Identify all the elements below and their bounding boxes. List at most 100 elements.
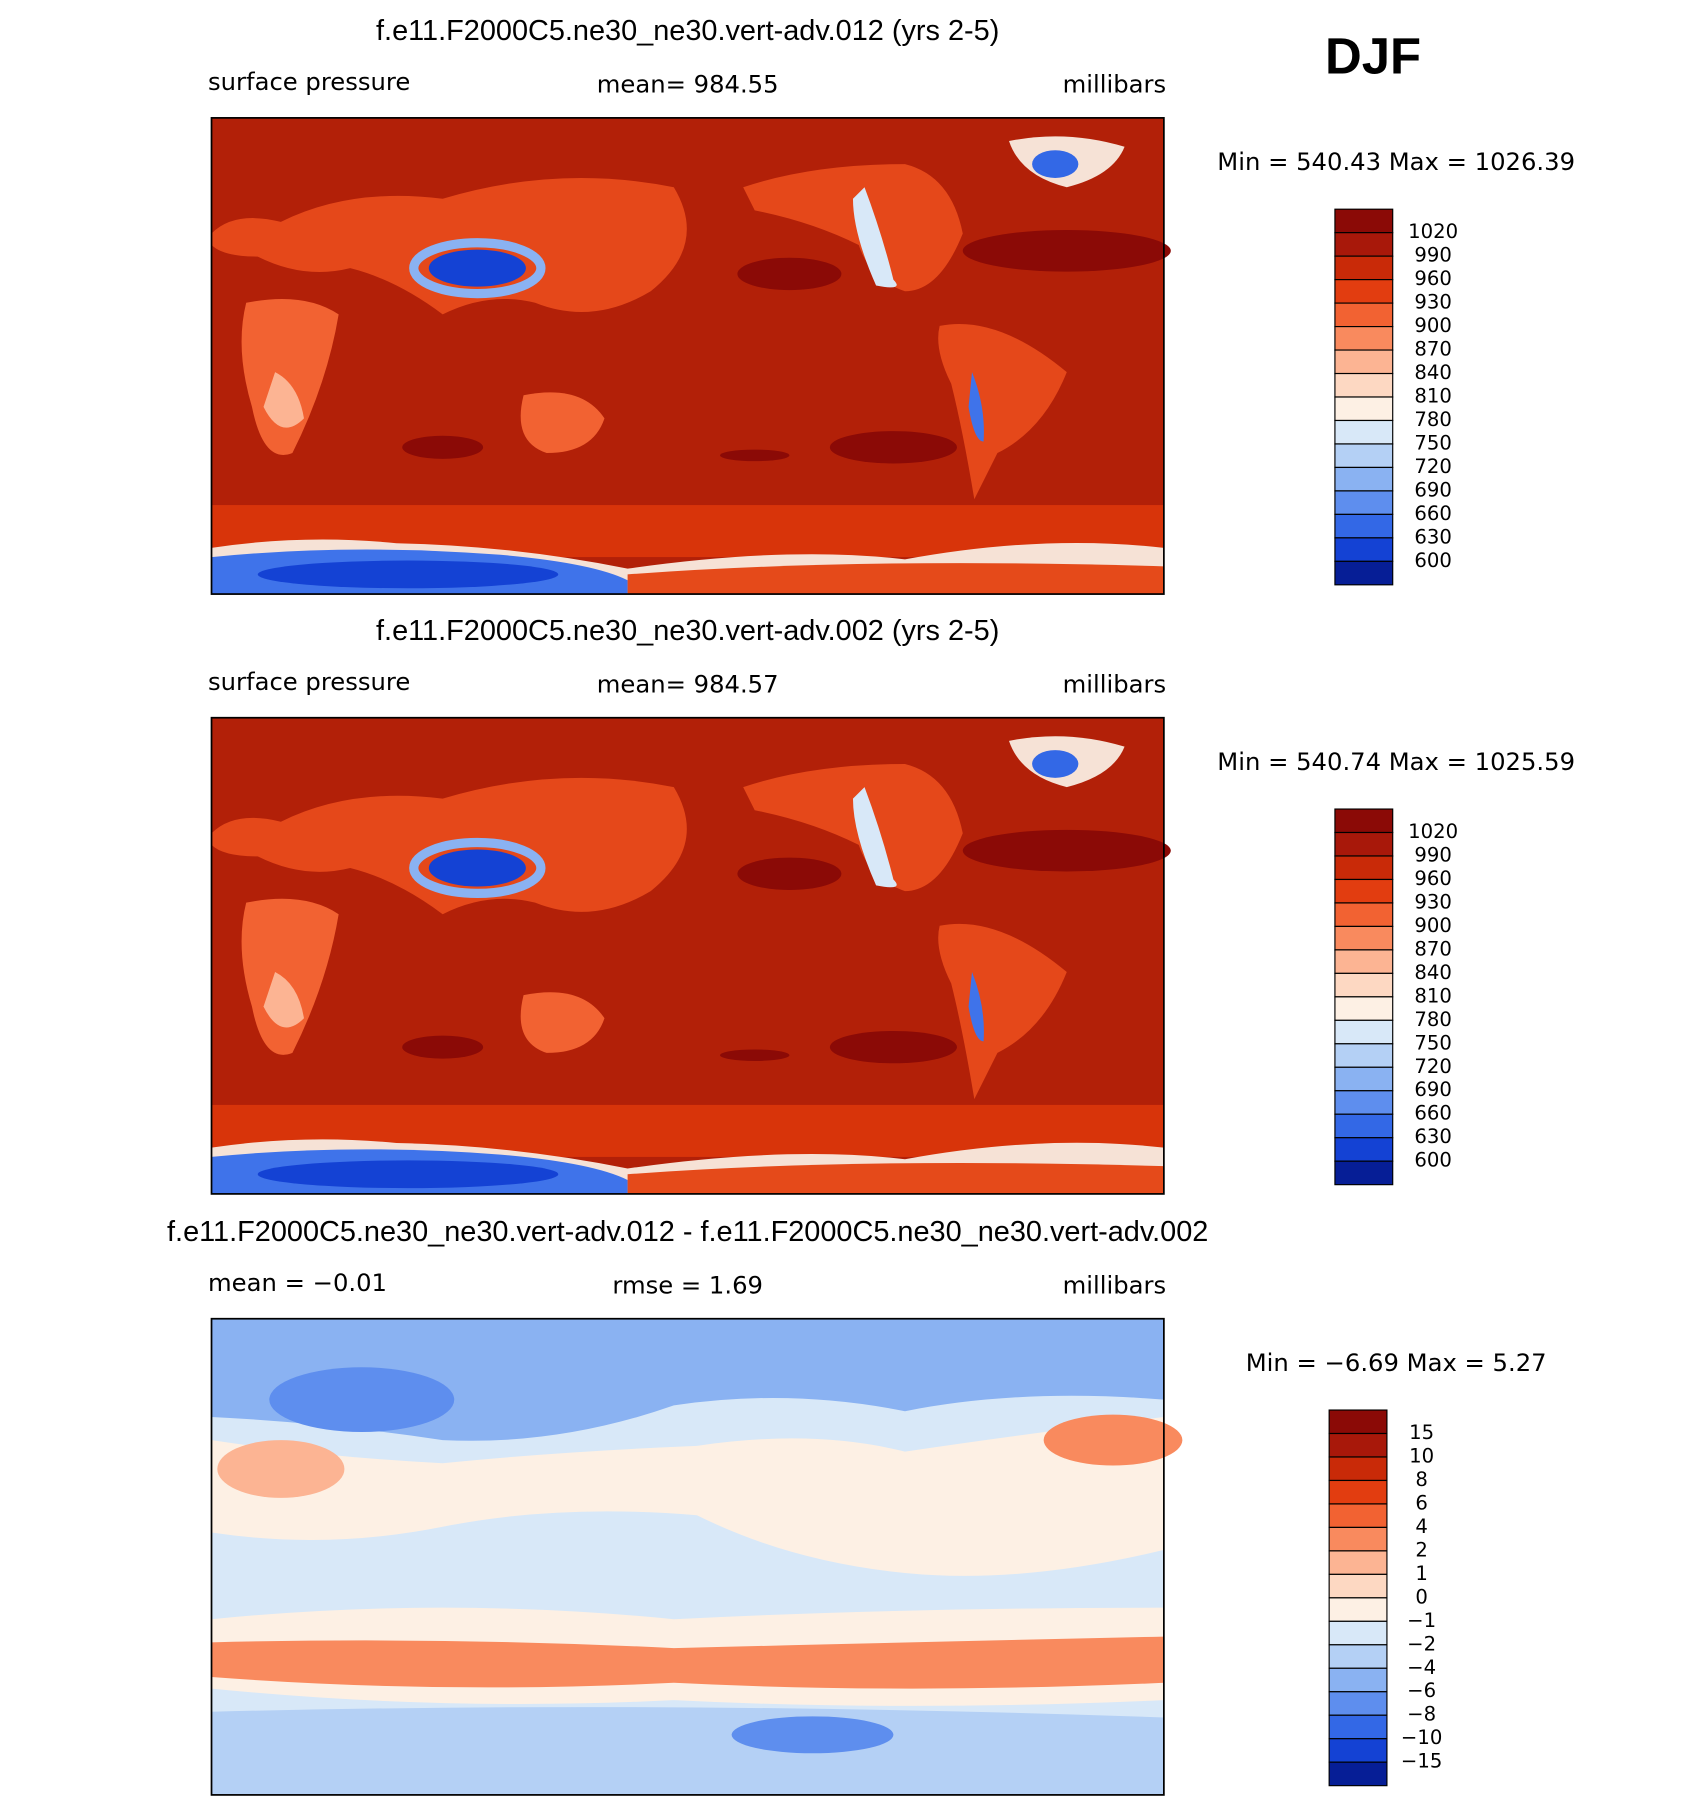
- min-max: Min = 540.74 Max = 1025.59: [1217, 747, 1575, 776]
- colorbar-box: [1334, 1043, 1394, 1068]
- colorbar-label: 600: [1414, 1149, 1451, 1172]
- min-max: Min = 540.43 Max = 1026.39: [1217, 147, 1575, 176]
- colorbar-box: [1328, 1573, 1388, 1599]
- colorbar-box: [1334, 419, 1394, 445]
- colorbar-label: 15: [1409, 1421, 1434, 1444]
- colorbar-box: [1334, 855, 1394, 881]
- colorbar-label: 840: [1414, 961, 1451, 984]
- panel-title: f.e11.F2000C5.ne30_ne30.vert-adv.012 - f…: [167, 1216, 1208, 1248]
- colorbar-label: 630: [1414, 1125, 1451, 1148]
- colorbar-label: 930: [1414, 291, 1451, 314]
- colorbar-label: 870: [1414, 937, 1451, 960]
- colorbar-label: −10: [1401, 1726, 1442, 1749]
- colorbar-box: [1334, 560, 1394, 586]
- center-label: mean= 984.57: [597, 669, 779, 698]
- colorbar-label: 1: [1415, 1562, 1428, 1585]
- colorbar-label: 870: [1414, 338, 1451, 361]
- colorbar-box: [1334, 466, 1394, 492]
- colorbar-label: 780: [1414, 408, 1451, 431]
- colorbar-label: 600: [1414, 549, 1451, 572]
- colorbar-label: 900: [1414, 914, 1451, 937]
- colorbar-box: [1334, 1019, 1394, 1045]
- colorbar-box: [1334, 1160, 1394, 1186]
- colorbar-box: [1328, 1432, 1388, 1458]
- colorbar-box: [1334, 949, 1394, 974]
- colorbar-box: [1334, 1137, 1394, 1162]
- colorbar-box: [1328, 1620, 1388, 1646]
- colorbar-label: −15: [1401, 1750, 1442, 1773]
- colorbar-box: [1334, 878, 1394, 904]
- map: [212, 118, 1171, 594]
- colorbar-label: 960: [1414, 867, 1451, 890]
- colorbar-label: −2: [1407, 1632, 1436, 1655]
- colorbar-box: [1334, 232, 1394, 257]
- colorbar-label: 0: [1415, 1585, 1428, 1608]
- panel-title: f.e11.F2000C5.ne30_ne30.vert-adv.012 (yr…: [376, 15, 999, 47]
- colorbar-box: [1334, 490, 1394, 515]
- map: [210, 1317, 1184, 1796]
- colorbar-box: [1334, 972, 1394, 998]
- right-label: millibars: [1063, 1270, 1166, 1299]
- colorbar-label: 810: [1414, 984, 1451, 1007]
- colorbar-label: 10: [1409, 1444, 1434, 1467]
- season-label: DJF: [1325, 28, 1421, 85]
- colorbar-label: 4: [1415, 1515, 1428, 1538]
- colorbar-label: −8: [1407, 1703, 1436, 1726]
- colorbar-box: [1328, 1667, 1388, 1693]
- colorbar-box: [1334, 302, 1394, 328]
- colorbar-label: 900: [1414, 314, 1451, 337]
- colorbar-label: 660: [1414, 1102, 1451, 1125]
- colorbar-label: −6: [1407, 1679, 1436, 1702]
- left-label: surface pressure: [208, 667, 410, 696]
- colorbar-box: [1334, 255, 1394, 281]
- colorbar-box: [1334, 279, 1394, 304]
- panel-title: f.e11.F2000C5.ne30_ne30.vert-adv.002 (yr…: [376, 615, 999, 647]
- colorbar-box: [1334, 208, 1394, 234]
- colorbar-label: 840: [1414, 361, 1451, 384]
- colorbar-box: [1334, 537, 1394, 562]
- min-max: Min = −6.69 Max = 5.27: [1246, 1348, 1547, 1377]
- colorbar-label: 930: [1414, 890, 1451, 913]
- colorbar-box: [1328, 1761, 1388, 1787]
- colorbar-label: 750: [1414, 431, 1451, 454]
- colorbar-label: −1: [1407, 1609, 1436, 1632]
- colorbar-box: [1334, 996, 1394, 1021]
- colorbar-label: 690: [1414, 478, 1451, 501]
- colorbar-box: [1328, 1644, 1388, 1669]
- colorbar-box: [1328, 1456, 1388, 1482]
- colorbar-box: [1334, 808, 1394, 834]
- colorbar-box: [1334, 1066, 1394, 1092]
- colorbar-box: [1328, 1409, 1388, 1435]
- colorbar-box: [1334, 325, 1394, 351]
- colorbar-label: −4: [1407, 1656, 1436, 1679]
- colorbar-label: 6: [1415, 1491, 1428, 1514]
- center-label: mean= 984.55: [597, 70, 779, 99]
- colorbar-label: 690: [1414, 1078, 1451, 1101]
- colorbar-label: 1020: [1408, 820, 1458, 843]
- colorbar-label: 960: [1414, 267, 1451, 290]
- colorbar-box: [1334, 925, 1394, 951]
- right-label: millibars: [1063, 669, 1166, 698]
- colorbar-box: [1328, 1526, 1388, 1552]
- colorbar-box: [1328, 1691, 1388, 1716]
- colorbar-box: [1328, 1550, 1388, 1575]
- colorbar-label: 810: [1414, 385, 1451, 408]
- colorbar-label: 720: [1414, 455, 1451, 478]
- colorbar-box: [1328, 1597, 1388, 1622]
- colorbar-box: [1328, 1714, 1388, 1740]
- colorbar-box: [1334, 1113, 1394, 1139]
- colorbar-box: [1334, 396, 1394, 422]
- colorbar-label: 1020: [1408, 220, 1458, 243]
- center-label: rmse = 1.69: [612, 1270, 763, 1299]
- colorbar-label: 8: [1415, 1468, 1428, 1491]
- colorbar-label: 2: [1415, 1538, 1428, 1561]
- colorbar-box: [1334, 831, 1394, 857]
- colorbar-box: [1328, 1479, 1388, 1505]
- map: [212, 718, 1171, 1194]
- right-label: millibars: [1063, 70, 1166, 99]
- colorbar-label: 990: [1414, 244, 1451, 267]
- colorbar-label: 990: [1414, 843, 1451, 866]
- left-label: mean = −0.01: [208, 1268, 387, 1297]
- colorbar-label: 720: [1414, 1055, 1451, 1078]
